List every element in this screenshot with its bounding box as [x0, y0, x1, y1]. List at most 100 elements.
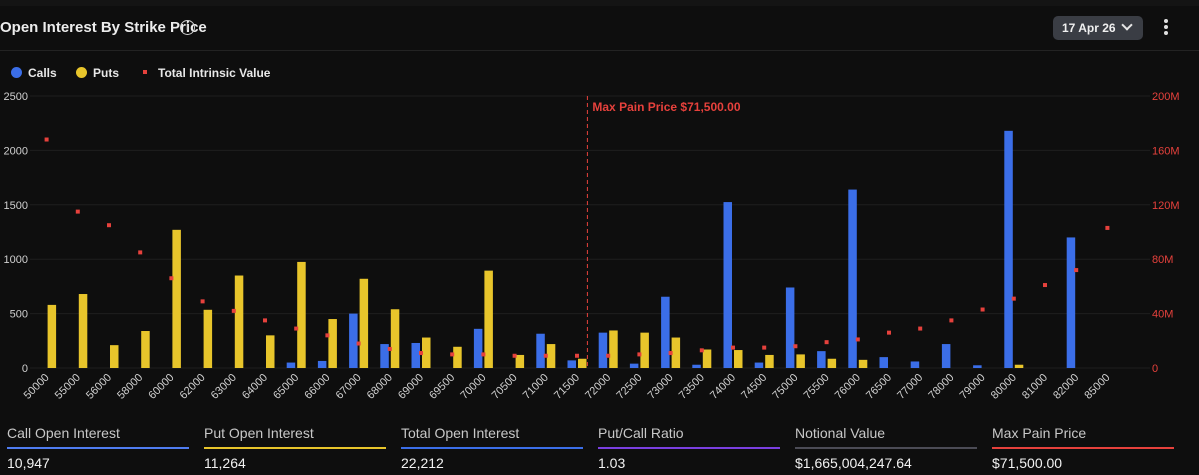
put-bar — [141, 331, 150, 368]
put-bar — [702, 349, 712, 368]
stat-underline — [401, 447, 583, 449]
x-tick-label: 66000 — [302, 372, 332, 402]
intrinsic-value-point — [325, 333, 330, 338]
put-bar — [640, 332, 649, 368]
intrinsic-value-point — [200, 299, 205, 304]
y-right-tick-label: 40M — [1152, 309, 1173, 321]
intrinsic-value-point — [949, 318, 954, 323]
stats-row: Call Open Interest 10,947 Put Open Inter… — [0, 422, 1199, 475]
x-tick-label: 78000 — [926, 372, 956, 402]
x-tick-label: 58000 — [115, 372, 145, 402]
intrinsic-value-point — [138, 250, 143, 255]
x-tick-label: 74500 — [739, 372, 769, 402]
intrinsic-value-point — [699, 348, 704, 353]
more-vertical-icon[interactable] — [1160, 18, 1172, 38]
call-bar — [941, 344, 951, 368]
call-bar — [879, 357, 888, 368]
y-left-tick-label: 1000 — [4, 254, 28, 266]
intrinsic-value-point — [637, 352, 642, 357]
intrinsic-value-point — [980, 307, 985, 312]
call-bar — [848, 189, 857, 368]
expiry-date-label: 17 Apr 26 — [1062, 21, 1116, 35]
chart-header: Open Interest By Strike Price i 17 Apr 2… — [0, 6, 1199, 51]
call-bar — [817, 351, 826, 368]
call-bar — [629, 363, 639, 368]
x-tick-label: 81000 — [1020, 372, 1050, 402]
call-bar — [317, 360, 327, 368]
y-left-tick-label: 0 — [22, 363, 28, 375]
call-bar — [785, 287, 795, 368]
stat-underline — [7, 447, 189, 449]
intrinsic-value-point — [855, 337, 860, 342]
stat-underline — [204, 447, 386, 449]
stat-underline — [795, 447, 977, 449]
x-tick-label: 72500 — [614, 372, 644, 402]
stat-value: $71,500.00 — [992, 455, 1063, 471]
put-bar — [328, 319, 337, 368]
stat-put-call-ratio: Put/Call Ratio 1.03 — [598, 422, 780, 475]
puts-swatch-icon — [76, 67, 87, 78]
call-bar — [1004, 130, 1013, 368]
x-tick-label: 72000 — [583, 372, 613, 402]
x-tick-label: 64000 — [240, 372, 270, 402]
intrinsic-value-point — [169, 276, 174, 281]
intrinsic-value-point — [44, 137, 49, 142]
info-icon[interactable]: i — [180, 20, 195, 35]
call-bar — [380, 344, 389, 368]
y-right-tick-label: 200M — [1152, 91, 1180, 103]
call-bar — [973, 365, 982, 368]
stat-underline — [598, 447, 780, 449]
y-right-tick-label: 120M — [1152, 200, 1180, 212]
x-tick-label: 80000 — [989, 372, 1019, 402]
put-bar — [110, 345, 119, 368]
call-bar — [1066, 237, 1076, 368]
put-bar — [359, 278, 369, 368]
call-bar — [567, 360, 576, 368]
intrinsic-value-point — [481, 352, 486, 357]
intrinsic-value-point — [606, 353, 611, 358]
intrinsic-value-point — [1011, 296, 1016, 301]
x-tick-label: 76500 — [864, 372, 894, 402]
x-tick-label: 79000 — [958, 372, 988, 402]
call-bar — [754, 362, 764, 368]
x-tick-label: 77000 — [895, 372, 925, 402]
y-right-tick-label: 0 — [1152, 363, 1158, 375]
y-left-tick-label: 500 — [10, 309, 28, 321]
put-bar — [297, 261, 306, 368]
x-tick-label: 70500 — [490, 372, 520, 402]
put-bar — [453, 346, 462, 368]
intrinsic-value-point — [731, 345, 735, 350]
expiry-date-dropdown[interactable]: 17 Apr 26 — [1053, 16, 1143, 40]
put-bar — [266, 335, 275, 368]
x-tick-label: 75500 — [802, 372, 832, 402]
intrinsic-value-point — [263, 318, 267, 323]
x-tick-label: 63000 — [209, 372, 239, 402]
put-bar — [1014, 364, 1024, 368]
x-tick-label: 69000 — [396, 372, 426, 402]
stat-value: 1.03 — [598, 455, 626, 471]
legend-label: Puts — [93, 66, 120, 80]
stat-label: Total Open Interest — [401, 425, 520, 441]
intrinsic-value-point — [1105, 225, 1110, 230]
x-tick-label: 65000 — [271, 372, 301, 402]
intrinsic-value-point — [793, 344, 798, 349]
stat-value: 22,212 — [401, 455, 444, 471]
call-bar — [692, 364, 701, 368]
intrinsic-value-point — [107, 223, 111, 228]
stat-value: 11,264 — [204, 455, 246, 471]
stat-value: 10,947 — [7, 455, 50, 471]
x-tick-label: 69500 — [427, 372, 457, 402]
put-bar — [47, 304, 57, 368]
intrinsic-value-point — [387, 346, 392, 351]
put-bar — [796, 354, 805, 368]
stat-notional-value: Notional Value $1,665,004,247.64 — [795, 422, 977, 475]
intrinsic-value-point — [887, 330, 891, 335]
put-bar — [734, 350, 743, 368]
calls-swatch-icon — [11, 67, 22, 78]
chart-title: Open Interest By Strike Price — [0, 19, 207, 36]
intrinsic-value-point — [575, 353, 579, 358]
put-bar — [234, 275, 244, 368]
x-tick-label: 62000 — [178, 372, 208, 402]
call-bar — [349, 313, 358, 368]
put-bar — [78, 294, 88, 368]
